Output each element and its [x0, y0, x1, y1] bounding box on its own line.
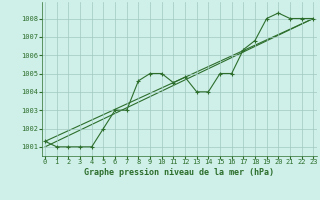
X-axis label: Graphe pression niveau de la mer (hPa): Graphe pression niveau de la mer (hPa)	[84, 168, 274, 177]
